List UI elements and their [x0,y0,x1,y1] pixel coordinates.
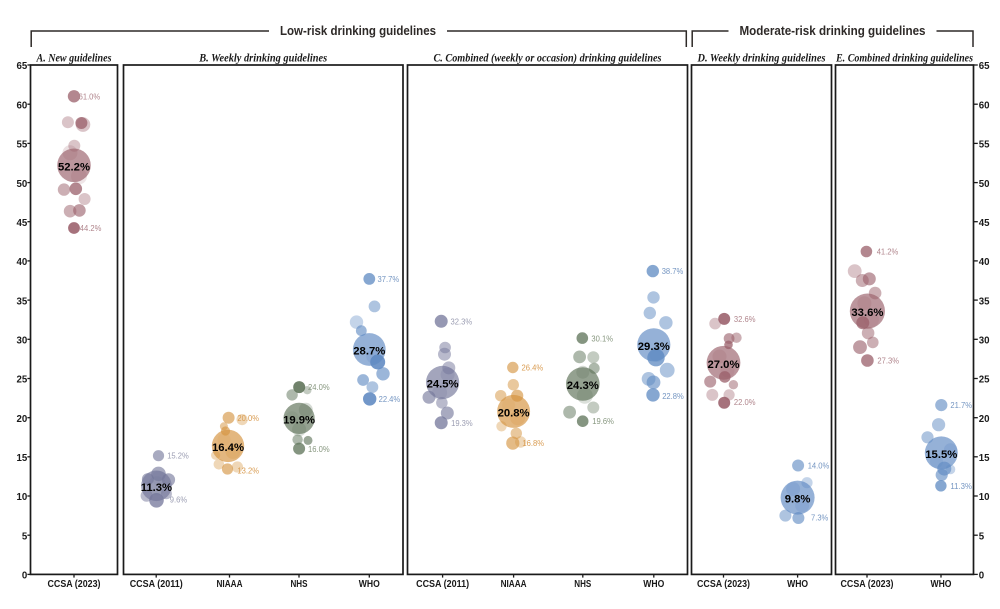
svg-text:30.1%: 30.1% [591,334,613,344]
svg-text:A. New guidelines: A. New guidelines [36,50,112,64]
svg-text:25: 25 [17,375,28,386]
svg-text:5: 5 [979,531,985,542]
svg-text:5: 5 [22,531,28,542]
svg-text:19.3%: 19.3% [451,418,473,428]
svg-text:WHO: WHO [787,579,808,590]
svg-text:35: 35 [979,296,990,307]
svg-text:29.3%: 29.3% [638,341,670,353]
svg-text:15.2%: 15.2% [167,450,189,460]
svg-text:25: 25 [979,375,990,386]
svg-text:CCSA (2023): CCSA (2023) [48,579,101,590]
svg-text:52.2%: 52.2% [58,161,90,173]
svg-text:44.2%: 44.2% [80,223,102,233]
svg-text:60: 60 [17,100,28,111]
svg-text:55: 55 [17,140,28,151]
svg-text:CCSA (2023): CCSA (2023) [841,579,894,590]
svg-text:CCSA (2023): CCSA (2023) [697,579,750,590]
svg-text:Moderate-risk drinking guideli: Moderate-risk drinking guidelines [740,23,926,38]
svg-text:0: 0 [979,571,984,582]
svg-text:30: 30 [17,336,28,347]
svg-text:32.6%: 32.6% [734,314,756,324]
svg-text:55: 55 [979,140,990,151]
svg-text:40: 40 [17,257,28,268]
svg-text:WHO: WHO [359,579,380,590]
svg-text:20: 20 [17,414,28,425]
svg-text:24.3%: 24.3% [567,380,599,392]
svg-text:E. Combined drinking guideline: E. Combined drinking guidelines [835,50,973,64]
svg-text:60: 60 [979,100,990,111]
svg-text:10: 10 [17,492,28,503]
svg-text:CCSA (2011): CCSA (2011) [130,579,183,590]
svg-text:22.8%: 22.8% [662,391,684,401]
svg-text:CCSA (2011): CCSA (2011) [416,579,469,590]
svg-text:28.7%: 28.7% [353,346,385,358]
svg-text:Low-risk drinking guidelines: Low-risk drinking guidelines [280,23,436,38]
svg-text:21.7%: 21.7% [950,400,972,410]
svg-text:15: 15 [17,453,28,464]
svg-text:13.2%: 13.2% [237,466,259,476]
svg-text:27.3%: 27.3% [877,356,899,366]
svg-text:B. Weekly drinking guidelines: B. Weekly drinking guidelines [198,50,327,64]
svg-text:16.0%: 16.0% [308,444,330,454]
svg-text:19.6%: 19.6% [592,416,614,426]
svg-text:30: 30 [979,336,990,347]
svg-text:20.8%: 20.8% [498,407,530,419]
svg-text:33.6%: 33.6% [851,307,883,319]
svg-text:24.5%: 24.5% [427,378,459,390]
svg-text:9.8%: 9.8% [785,494,811,506]
svg-text:22.4%: 22.4% [379,394,401,404]
svg-text:C. Combined (weekly or occasio: C. Combined (weekly or occasion) drinkin… [434,50,662,64]
svg-text:NHS: NHS [574,579,591,590]
svg-text:NIAAA: NIAAA [501,579,527,590]
svg-text:45: 45 [17,218,28,229]
svg-text:0: 0 [22,571,27,582]
svg-text:14.0%: 14.0% [808,461,830,471]
svg-text:WHO: WHO [643,579,664,590]
svg-text:65: 65 [979,61,990,72]
svg-text:20.0%: 20.0% [237,413,259,423]
svg-text:37.7%: 37.7% [378,274,400,284]
svg-text:45: 45 [979,218,990,229]
svg-text:16.8%: 16.8% [522,438,544,448]
svg-text:40: 40 [979,257,990,268]
svg-text:61.0%: 61.0% [79,91,101,101]
svg-text:NHS: NHS [291,579,308,590]
svg-text:15.5%: 15.5% [925,449,957,461]
svg-text:NIAAA: NIAAA [217,579,243,590]
svg-text:41.2%: 41.2% [877,247,899,257]
svg-text:15: 15 [979,453,990,464]
svg-text:19.9%: 19.9% [283,414,315,426]
svg-text:26.4%: 26.4% [522,363,544,373]
svg-text:38.7%: 38.7% [662,266,684,276]
svg-text:11.3%: 11.3% [141,482,172,494]
svg-text:7.3%: 7.3% [811,512,829,522]
svg-text:20: 20 [979,414,990,425]
svg-text:50: 50 [17,179,28,190]
svg-text:22.0%: 22.0% [734,397,756,407]
svg-text:D. Weekly drinking guidelines: D. Weekly drinking guidelines [697,50,826,64]
svg-text:WHO: WHO [931,579,952,590]
svg-text:16.4%: 16.4% [212,442,244,454]
svg-text:32.3%: 32.3% [451,316,473,326]
svg-text:10: 10 [979,492,990,503]
svg-text:9.6%: 9.6% [170,494,188,504]
svg-text:11.3%: 11.3% [950,481,972,491]
svg-text:35: 35 [17,296,28,307]
svg-text:65: 65 [17,61,28,72]
svg-text:27.0%: 27.0% [707,359,739,371]
svg-text:24.0%: 24.0% [308,382,330,392]
svg-text:50: 50 [979,179,990,190]
